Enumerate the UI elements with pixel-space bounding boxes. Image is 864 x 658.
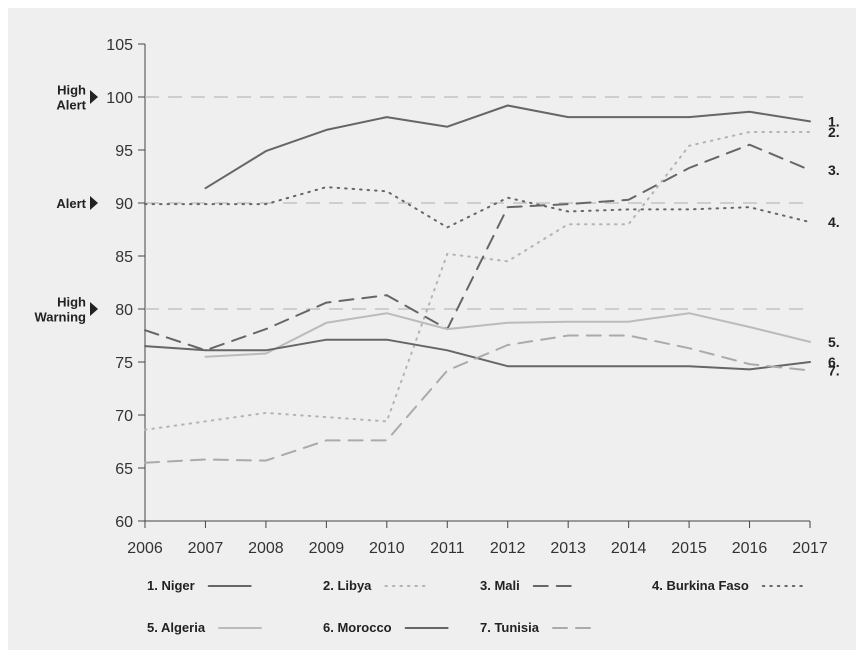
y-tick-label: 70 (115, 408, 133, 425)
series-line (204, 104, 811, 190)
legend-label: 1. Niger (147, 578, 195, 593)
threshold-label: High (57, 83, 86, 98)
series-line (144, 131, 811, 431)
legend-label: 6. Morocco (323, 620, 392, 635)
threshold-arrow-icon (90, 196, 98, 210)
x-tick-label: 2016 (732, 540, 768, 557)
threshold-label: Alert (56, 196, 86, 211)
x-tick-label: 2007 (188, 540, 224, 557)
y-tick-label: 60 (115, 514, 133, 531)
y-tick-label: 85 (115, 249, 133, 266)
threshold-label: High (57, 295, 86, 310)
y-tick-label: 90 (115, 196, 133, 213)
series-rank-label: 2. (828, 124, 840, 140)
series-line (144, 143, 811, 352)
legend-label: 5. Algeria (147, 620, 206, 635)
legend-label: 7. Tunisia (480, 620, 540, 635)
y-tick-label: 80 (115, 302, 133, 319)
x-tick-label: 2014 (611, 540, 647, 557)
series-rank-label: 6. (828, 354, 840, 370)
x-tick-label: 2015 (671, 540, 707, 557)
series-line (144, 186, 811, 229)
x-tick-label: 2013 (550, 540, 586, 557)
threshold-label: Alert (56, 98, 86, 113)
series-rank-label: 1. (828, 113, 840, 129)
y-tick-label: 65 (115, 461, 133, 478)
y-tick-label: 105 (106, 37, 133, 54)
threshold-label: Warning (34, 310, 86, 325)
y-tick-label: 100 (106, 90, 133, 107)
series-line (144, 334, 811, 464)
x-tick-label: 2009 (309, 540, 345, 557)
y-tick-label: 75 (115, 355, 133, 372)
y-tick-label: 95 (115, 143, 133, 160)
x-tick-label: 2012 (490, 540, 526, 557)
series-rank-label: 5. (828, 334, 840, 350)
legend-label: 2. Libya (323, 578, 372, 593)
legend-label: 4. Burkina Faso (652, 578, 749, 593)
series-rank-label: 4. (828, 214, 840, 230)
x-tick-label: 2011 (430, 540, 465, 557)
series-line (204, 312, 811, 358)
threshold-arrow-icon (90, 90, 98, 104)
series-rank-label: 3. (828, 162, 840, 178)
threshold-arrow-icon (90, 302, 98, 316)
x-tick-label: 2017 (792, 540, 828, 557)
x-tick-label: 2008 (248, 540, 284, 557)
series-rank-label: 7. (828, 362, 840, 378)
x-tick-label: 2010 (369, 540, 405, 557)
legend-label: 3. Mali (480, 578, 520, 593)
x-tick-label: 2006 (127, 540, 163, 557)
